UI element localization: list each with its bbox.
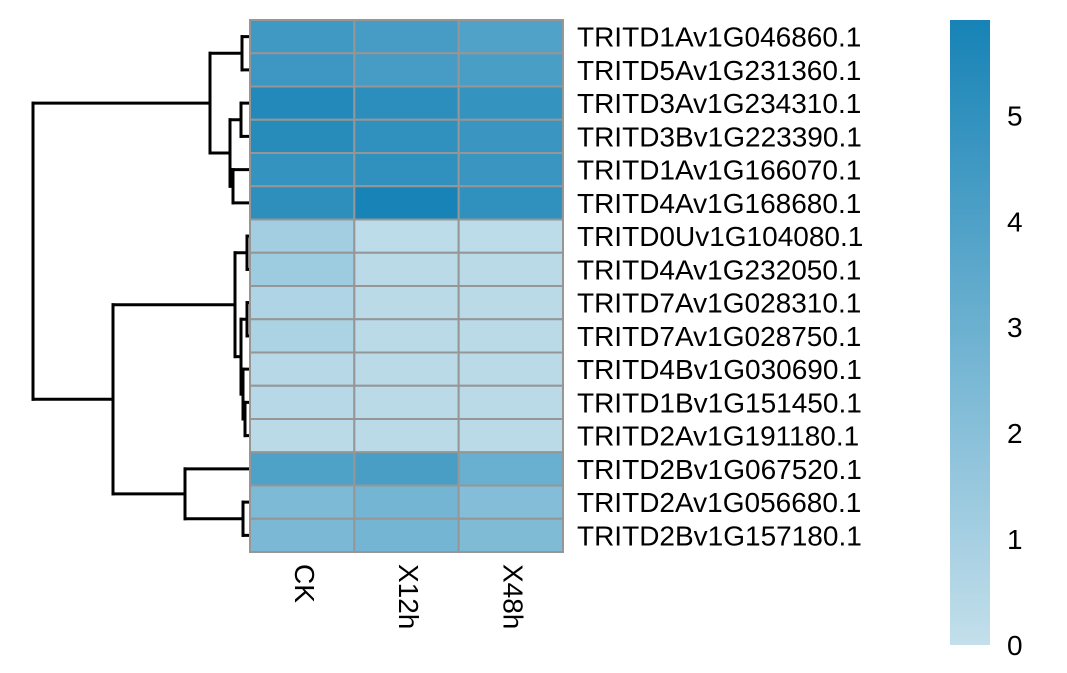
column-label: X12h: [393, 564, 424, 629]
heatmap-cell: [249, 384, 356, 420]
heatmap-cell: [353, 185, 460, 221]
row-label: TRITD2Bv1G157180.1: [577, 520, 862, 551]
heatmap-cell: [353, 484, 460, 520]
column-labels: CK X12h X48h: [289, 564, 529, 629]
heatmap-cell: [353, 418, 460, 454]
row-label: TRITD7Av1G028310.1: [577, 288, 861, 319]
heatmap-cell: [249, 85, 356, 121]
heatmap-cell: [457, 52, 564, 88]
row-label: TRITD0Uv1G104080.1: [577, 221, 863, 252]
heatmap-cell: [457, 152, 564, 188]
color-bar: [950, 20, 990, 645]
heatmap-cell: [457, 19, 564, 55]
legend-tick-label: 5: [1007, 100, 1023, 131]
heatmap-cell: [353, 318, 460, 354]
heatmap-cell: [353, 351, 460, 387]
heatmap-cell: [249, 451, 356, 487]
heatmap-cell: [249, 318, 356, 354]
heatmap-cell: [457, 318, 564, 354]
heatmap-cell: [249, 418, 356, 454]
heatmap-cell: [353, 517, 460, 553]
row-label: TRITD2Av1G191180.1: [577, 421, 859, 452]
row-label: TRITD1Bv1G151450.1: [577, 387, 862, 418]
row-label: TRITD3Bv1G223390.1: [577, 121, 862, 152]
heatmap-cell: [457, 451, 564, 487]
heatmap-cell: [353, 451, 460, 487]
row-dendrogram: [31, 35, 252, 537]
heatmap-cell: [249, 52, 356, 88]
heatmap-cell: [457, 418, 564, 454]
heatmap-cell: [457, 85, 564, 121]
legend-tick-label: 2: [1007, 418, 1023, 449]
row-label: TRITD2Av1G056680.1: [577, 487, 861, 518]
heatmap-cell: [249, 218, 356, 254]
heatmap-cell: [249, 152, 356, 188]
heatmap-cell: [249, 351, 356, 387]
heatmap-cell: [353, 384, 460, 420]
row-label: TRITD5Av1G231360.1: [577, 55, 861, 86]
heatmap-cell: [457, 285, 564, 321]
heatmap-cell: [353, 285, 460, 321]
row-label: TRITD1Av1G046860.1: [577, 22, 861, 53]
heatmap-cell: [457, 517, 564, 553]
heatmap-cell: [353, 118, 460, 154]
heatmap-cell: [457, 185, 564, 221]
heatmap-cell: [457, 384, 564, 420]
heatmap-cell: [457, 218, 564, 254]
column-label: CK: [289, 564, 320, 603]
heatmap-cell: [457, 118, 564, 154]
heatmap-cell: [353, 85, 460, 121]
heatmap-cell: [457, 251, 564, 287]
legend-tick-label: 3: [1007, 312, 1023, 343]
heatmap-cell: [249, 19, 356, 55]
row-label: TRITD4Av1G232050.1: [577, 254, 861, 285]
heatmap-cell: [249, 185, 356, 221]
row-label: TRITD1Av1G166070.1: [577, 155, 861, 186]
heatmap-cell: [353, 251, 460, 287]
heatmap-cell: [249, 118, 356, 154]
heatmap-cell: [249, 285, 356, 321]
heatmap-cell: [457, 484, 564, 520]
row-label: TRITD3Av1G234310.1: [577, 88, 861, 119]
row-label: TRITD4Bv1G030690.1: [577, 354, 862, 385]
heatmap-cell: [249, 517, 356, 553]
legend-tick-label: 4: [1007, 206, 1023, 237]
color-legend: 0 1 2 3 4 5: [950, 20, 1023, 661]
heatmap-cell: [353, 19, 460, 55]
legend-tick-label: 0: [1007, 630, 1023, 661]
heatmap-cell: [249, 251, 356, 287]
legend-tick-label: 1: [1007, 524, 1023, 555]
row-labels: TRITD1Av1G046860.1TRITD5Av1G231360.1TRIT…: [577, 22, 863, 552]
heatmap-cell: [353, 218, 460, 254]
heatmap-cell: [353, 152, 460, 188]
heatmap-cell: [249, 484, 356, 520]
heatmap-cells: [249, 19, 564, 553]
row-label: TRITD4Av1G168680.1: [577, 188, 861, 219]
column-label: X48h: [497, 564, 528, 629]
heatmap-cell: [457, 351, 564, 387]
row-label: TRITD2Bv1G067520.1: [577, 454, 862, 485]
heatmap-cell: [353, 52, 460, 88]
row-label: TRITD7Av1G028750.1: [577, 321, 861, 352]
